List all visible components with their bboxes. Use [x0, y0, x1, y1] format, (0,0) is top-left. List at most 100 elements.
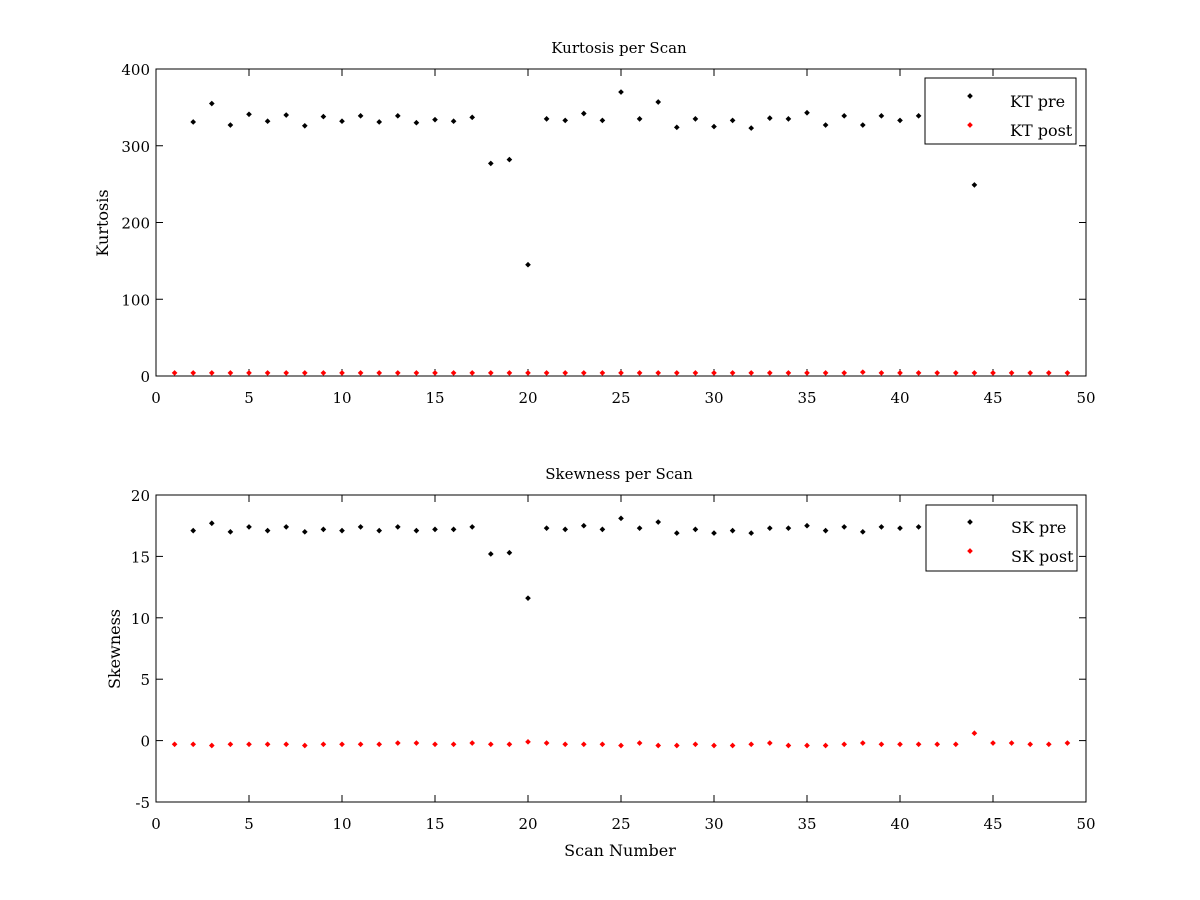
sk-post-point	[599, 741, 606, 748]
sk-post-point	[543, 740, 550, 746]
kt-post-point	[357, 370, 364, 376]
x-axis-label: Scan Number	[564, 841, 676, 860]
kt-pre-point	[841, 112, 848, 119]
sk-post-point	[1064, 740, 1071, 746]
kurtosis-y-tick-label: 300	[121, 138, 150, 156]
kt-post-point	[469, 370, 476, 376]
legend-marker-kt-post	[967, 122, 973, 128]
skewness-points	[171, 515, 1071, 749]
sk-post-point	[692, 741, 699, 748]
kurtosis-y-axis-label: Kurtosis	[93, 189, 112, 256]
kt-post-point	[301, 370, 308, 376]
sk-pre-point	[915, 524, 922, 530]
kt-pre-point	[636, 116, 643, 122]
legend-label-sk-pre: SK pre	[1011, 518, 1066, 537]
sk-pre-point	[785, 525, 792, 531]
sk-pre-point	[283, 524, 290, 530]
skewness-y-tick-label: 15	[131, 548, 150, 566]
sk-pre-point	[227, 529, 234, 535]
skewness-x-tick-label: 45	[983, 815, 1002, 833]
kurtosis-x-tick-label: 45	[983, 389, 1002, 407]
legend-marker-sk-post	[967, 548, 973, 554]
kt-pre-point	[339, 118, 345, 125]
sk-post-point	[357, 741, 364, 748]
skewness-y-tick-label: 5	[140, 671, 150, 689]
sk-pre-point	[618, 515, 624, 522]
skewness-x-tick-label: 40	[890, 815, 909, 833]
sk-post-point	[1045, 741, 1052, 748]
sk-pre-point	[636, 525, 643, 531]
sk-pre-point	[432, 526, 438, 533]
kt-pre-point	[469, 114, 476, 121]
skewness-y-tick-label: 10	[131, 610, 150, 628]
kt-pre-point	[543, 116, 550, 122]
kt-post-point	[1064, 370, 1071, 376]
skewness-x-tick-label: 20	[518, 815, 537, 833]
kt-post-point	[804, 370, 810, 376]
kt-pre-point	[859, 122, 866, 128]
sk-post-point	[1008, 740, 1015, 746]
kt-post-point	[543, 370, 550, 376]
kt-pre-point	[915, 112, 922, 119]
sk-post-point	[487, 741, 494, 748]
sk-post-point	[432, 741, 438, 748]
kt-pre-point	[394, 112, 401, 119]
kt-post-point	[227, 370, 234, 376]
kt-post-point	[729, 370, 736, 376]
skewness-x-tick-label: 35	[797, 815, 816, 833]
skewness-x-tick-label: 15	[425, 815, 444, 833]
kt-pre-point	[971, 182, 978, 188]
skewness-y-tick-label: 0	[140, 733, 150, 751]
sk-post-point	[227, 741, 234, 748]
kt-post-point	[785, 370, 792, 376]
sk-post-point	[729, 742, 736, 749]
sk-pre-point	[822, 527, 829, 534]
kt-post-point	[711, 370, 717, 376]
kt-pre-point	[599, 117, 606, 124]
sk-pre-point	[562, 526, 569, 533]
kt-post-point	[525, 370, 531, 376]
sk-post-point	[171, 741, 178, 748]
sk-pre-point	[711, 530, 717, 536]
sk-post-point	[785, 742, 792, 749]
kurtosis-legend: KT pre KT post	[924, 77, 1077, 145]
sk-post-point	[878, 741, 885, 748]
sk-post-point	[264, 741, 271, 748]
sk-post-point	[208, 742, 215, 749]
kt-post-point	[971, 370, 978, 376]
kt-pre-point	[897, 117, 903, 124]
sk-pre-point	[208, 520, 215, 527]
kt-post-point	[897, 370, 903, 376]
kt-post-point	[748, 370, 755, 376]
skewness-x-tick-label: 5	[244, 815, 254, 833]
kt-post-point	[1045, 370, 1052, 376]
kt-post-point	[487, 370, 494, 376]
sk-pre-point	[506, 549, 513, 556]
kt-post-point	[636, 370, 643, 376]
kt-post-point	[1008, 370, 1015, 376]
kurtosis-x-tick-label: 5	[244, 389, 254, 407]
sk-pre-point	[580, 522, 587, 529]
kt-pre-point	[562, 117, 569, 124]
sk-post-point	[562, 741, 569, 748]
sk-post-point	[339, 741, 345, 748]
sk-pre-point	[339, 527, 345, 534]
legend-label-kt-post: KT post	[1010, 121, 1073, 140]
sk-post-point	[766, 740, 773, 746]
sk-post-point	[748, 741, 755, 748]
kurtosis-x-tick-label: 25	[611, 389, 630, 407]
sk-post-point	[841, 741, 848, 748]
sk-pre-point	[450, 526, 457, 533]
kurtosis-points	[171, 89, 1071, 376]
sk-post-point	[915, 741, 922, 748]
kt-post-point	[673, 370, 680, 376]
sk-post-point	[636, 740, 643, 746]
sk-post-point	[618, 742, 624, 749]
sk-pre-point	[264, 527, 271, 534]
kt-post-point	[320, 370, 327, 376]
kt-pre-point	[804, 109, 810, 116]
sk-pre-point	[320, 526, 327, 533]
kt-pre-point	[208, 100, 215, 107]
sk-pre-point	[748, 530, 755, 536]
